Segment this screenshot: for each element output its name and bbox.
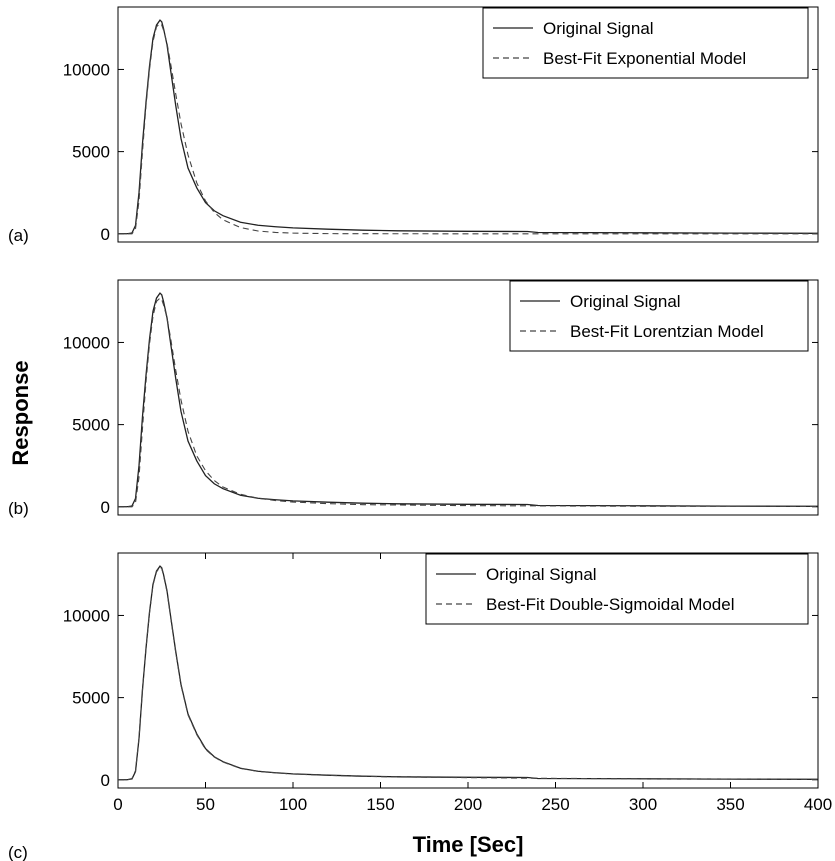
- legend-box: [482, 7, 809, 79]
- y-tick-label: 10000: [63, 606, 110, 625]
- y-tick-label: 10000: [63, 333, 110, 352]
- x-tick-label: 250: [541, 795, 569, 814]
- panel-label: (a): [8, 226, 29, 245]
- panel-label: (b): [8, 499, 29, 518]
- x-tick-label: 150: [366, 795, 394, 814]
- panel-label: (c): [8, 843, 28, 861]
- legend: Original Signal Best-Fit Lorentzian Model: [509, 280, 809, 352]
- legend-label: Best-Fit Double-Sigmoidal Model: [486, 595, 735, 614]
- legend-label: Best-Fit Lorentzian Model: [570, 322, 764, 341]
- panel-2: 0 5000 10000 Original Signal Best-Fit Lorent…: [8, 279, 819, 518]
- x-tick-label: 100: [279, 795, 307, 814]
- x-tick-label: 50: [196, 795, 215, 814]
- legend-label: Original Signal: [570, 292, 681, 311]
- panel-3: 0 5000 10000 0 50 100 150 200 250 300 350 400 Origin…: [8, 552, 832, 861]
- legend-label: Original Signal: [543, 19, 654, 38]
- panel-1: 0 5000 10000 Original Signal Best-Fit Expone…: [8, 6, 819, 245]
- x-tick-label: 200: [454, 795, 482, 814]
- x-tick-label: 350: [716, 795, 744, 814]
- x-axis-title: Time [Sec]: [413, 832, 524, 857]
- x-tick-label: 0: [113, 795, 122, 814]
- legend: Original Signal Best-Fit Exponential Mode…: [482, 7, 809, 79]
- legend-box: [509, 280, 809, 352]
- x-tick-label: 400: [804, 795, 832, 814]
- y-tick-label: 10000: [63, 60, 110, 79]
- x-tick-label: 300: [629, 795, 657, 814]
- y-tick-label: 5000: [72, 143, 110, 162]
- legend-label: Best-Fit Exponential Model: [543, 49, 746, 68]
- legend-label: Original Signal: [486, 565, 597, 584]
- y-axis-title: Response: [8, 360, 33, 465]
- y-tick-label: 0: [101, 225, 110, 244]
- series-line-model: [118, 566, 819, 781]
- legend: Original Signal Best-Fit Double-Sigmoidal…: [425, 553, 809, 625]
- legend-box: [425, 553, 809, 625]
- y-tick-label: 5000: [72, 416, 110, 435]
- y-tick-label: 0: [101, 771, 110, 790]
- y-tick-label: 5000: [72, 689, 110, 708]
- series-line-original: [118, 292, 819, 508]
- series-line-model: [118, 297, 819, 508]
- y-tick-label: 0: [101, 498, 110, 517]
